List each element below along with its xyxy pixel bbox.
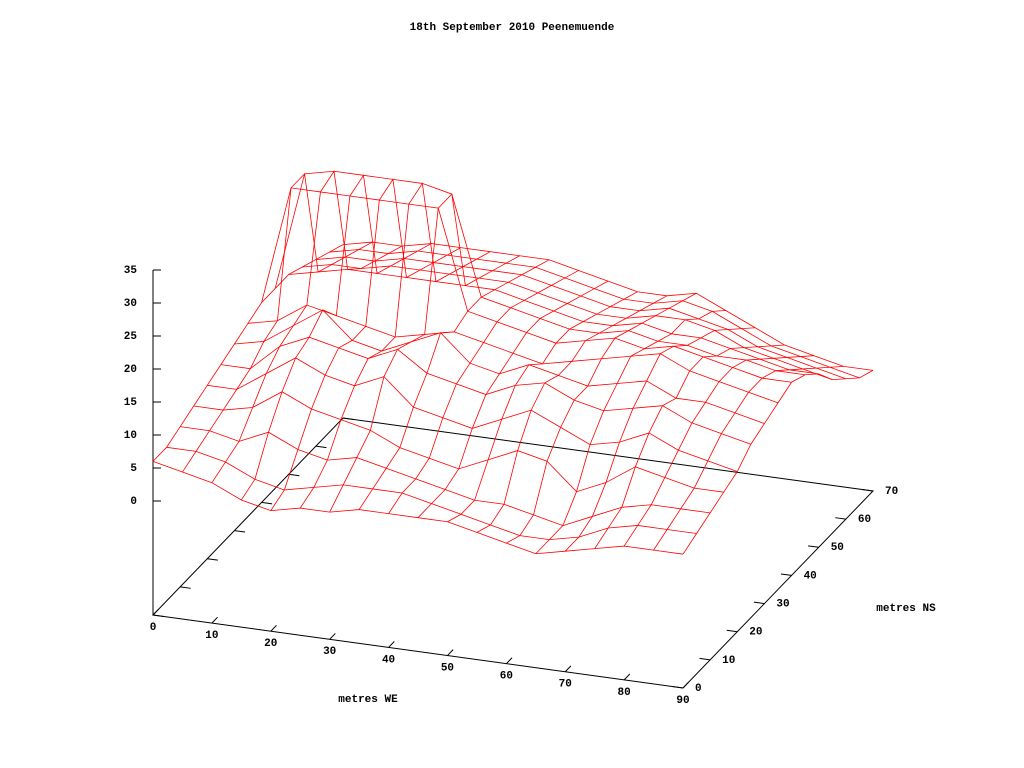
x-tick xyxy=(211,616,218,624)
mesh-line xyxy=(535,310,726,554)
y-tick-label: 30 xyxy=(776,598,789,610)
x-tick-label: 50 xyxy=(441,662,454,674)
mesh-line xyxy=(193,391,724,493)
mesh-line xyxy=(623,355,815,547)
x-tick xyxy=(447,649,454,656)
mesh-line xyxy=(240,174,432,501)
x-axis-label: metres WE xyxy=(338,694,398,706)
y-tick xyxy=(808,545,819,548)
x-tick xyxy=(505,657,513,665)
mesh-line xyxy=(211,170,403,483)
x-tick-label: 30 xyxy=(323,646,336,658)
mesh-line xyxy=(594,344,785,549)
mesh-line xyxy=(180,426,711,527)
y-tick xyxy=(261,501,273,505)
z-tick-label: 5 xyxy=(130,463,137,475)
y-tick xyxy=(180,586,191,589)
mesh-line xyxy=(166,446,697,541)
mesh-line xyxy=(152,244,344,462)
y-tick xyxy=(152,614,164,617)
mesh-line xyxy=(447,291,638,523)
y-tick xyxy=(726,629,738,633)
x-tick xyxy=(623,673,631,681)
y-tick xyxy=(234,530,246,533)
y-tick-label: 70 xyxy=(885,486,898,498)
y-tick-label: 20 xyxy=(749,627,762,639)
y-tick xyxy=(699,657,711,661)
mesh-line xyxy=(270,178,461,511)
z-tick-label: 0 xyxy=(130,496,137,508)
mesh-line xyxy=(274,170,806,376)
z-tick-label: 30 xyxy=(124,298,137,310)
x-tick-label: 60 xyxy=(500,671,513,683)
chart-title: 18th September 2010 Peenemuende xyxy=(410,22,615,34)
mesh-line xyxy=(358,259,550,510)
x-tick xyxy=(270,624,277,632)
y-tick xyxy=(315,445,327,449)
y-axis-label: metres NS xyxy=(876,603,936,615)
mesh-line xyxy=(476,295,668,533)
mesh-line xyxy=(182,172,373,473)
x-tick-label: 80 xyxy=(618,687,631,699)
mesh-line xyxy=(564,327,756,552)
z-tick-label: 20 xyxy=(124,364,137,376)
x-tick-label: 40 xyxy=(382,654,395,666)
x-tick-label: 20 xyxy=(264,638,277,650)
mesh-line xyxy=(653,365,844,551)
mesh-line xyxy=(329,193,520,513)
x-tick-label: 70 xyxy=(559,679,572,691)
z-tick-label: 15 xyxy=(124,397,138,409)
y-tick-label: 0 xyxy=(695,683,702,695)
y-tick xyxy=(672,686,684,689)
x-tick-label: 0 xyxy=(150,622,157,634)
y-tick xyxy=(207,558,218,561)
x-tick xyxy=(388,641,395,648)
z-tick-label: 35 xyxy=(124,265,138,277)
y-tick-label: 50 xyxy=(831,542,844,554)
y-tick-label: 60 xyxy=(858,514,871,526)
y-tick xyxy=(862,489,874,492)
y-tick xyxy=(288,473,300,477)
z-tick-label: 25 xyxy=(124,331,138,343)
y-tick-label: 40 xyxy=(804,570,817,582)
mesh-line xyxy=(299,182,491,509)
z-tick-label: 10 xyxy=(124,430,137,442)
mesh-line xyxy=(506,292,697,544)
x-tick-label: 90 xyxy=(676,695,689,707)
x-tick xyxy=(682,681,690,689)
y-tick xyxy=(780,573,792,576)
mesh-line xyxy=(417,280,609,518)
x-tick xyxy=(564,665,572,673)
mesh-line xyxy=(388,270,579,514)
mesh-line xyxy=(261,187,792,383)
x-tick xyxy=(329,633,336,640)
y-tick xyxy=(342,417,354,420)
mesh-line xyxy=(220,336,751,445)
y-tick xyxy=(835,517,846,520)
y-tick-label: 10 xyxy=(722,655,735,667)
y-tick xyxy=(753,601,765,605)
mesh-line xyxy=(247,304,779,404)
mesh-line xyxy=(682,370,874,555)
x-tick-label: 10 xyxy=(205,630,218,642)
x-tick xyxy=(152,608,160,616)
